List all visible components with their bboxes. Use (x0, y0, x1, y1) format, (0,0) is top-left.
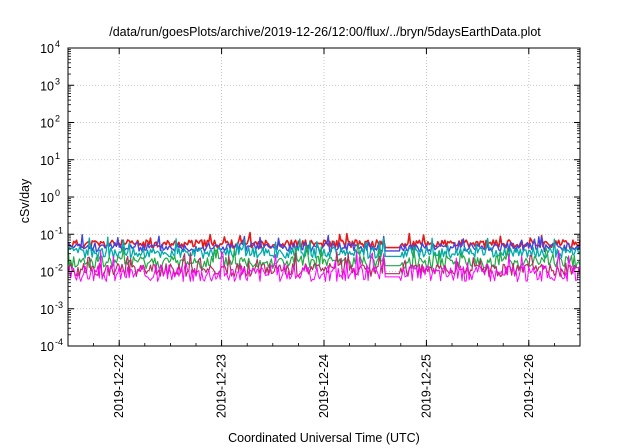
y-axis-label: cSv/day (18, 178, 32, 223)
series-layer (67, 231, 581, 283)
x-axis-label: Coordinated Universal Time (UTC) (228, 431, 420, 445)
y-tick-exponent: 1 (55, 151, 60, 161)
y-tick-exponent: 2 (55, 114, 60, 124)
y-tick-label: 10 (40, 191, 54, 205)
x-tick-label: 2019-12-25 (419, 354, 433, 418)
y-tick-label: 10 (40, 340, 54, 354)
y-tick-label: 10 (40, 266, 54, 280)
x-axis: 2019-12-22 2019-12-23 2019-12-24 2019-12-25… (67, 48, 581, 418)
series-line (67, 250, 581, 283)
y-tick-label: 10 (40, 79, 54, 93)
y-tick-exponent: -4 (55, 337, 63, 347)
series-line (67, 243, 581, 270)
x-tick-label: 2019-12-26 (522, 354, 536, 418)
y-tick-label: 10 (40, 154, 54, 168)
y-tick-label: 10 (40, 42, 54, 56)
y-tick-exponent: -3 (55, 300, 63, 310)
series-line (67, 236, 581, 259)
y-tick-exponent: 3 (55, 76, 60, 86)
y-tick-exponent: 0 (55, 188, 60, 198)
x-tick-label: 2019-12-22 (112, 354, 126, 418)
y-tick-exponent: 4 (55, 39, 60, 49)
y-tick-exponent: -2 (55, 263, 63, 273)
y-tick-label: 10 (40, 228, 54, 242)
y-tick-label: 10 (40, 303, 54, 317)
x-tick-label: 2019-12-23 (215, 354, 229, 418)
series-line (67, 233, 581, 253)
grid (68, 47, 580, 347)
series-line (67, 251, 581, 278)
x-tick-label: 2019-12-24 (317, 354, 331, 418)
chart-title: /data/run/goesPlots/archive/2019-12-26/1… (109, 25, 541, 39)
y-tick-label: 10 (40, 117, 54, 131)
y-tick-exponent: -1 (55, 225, 63, 235)
